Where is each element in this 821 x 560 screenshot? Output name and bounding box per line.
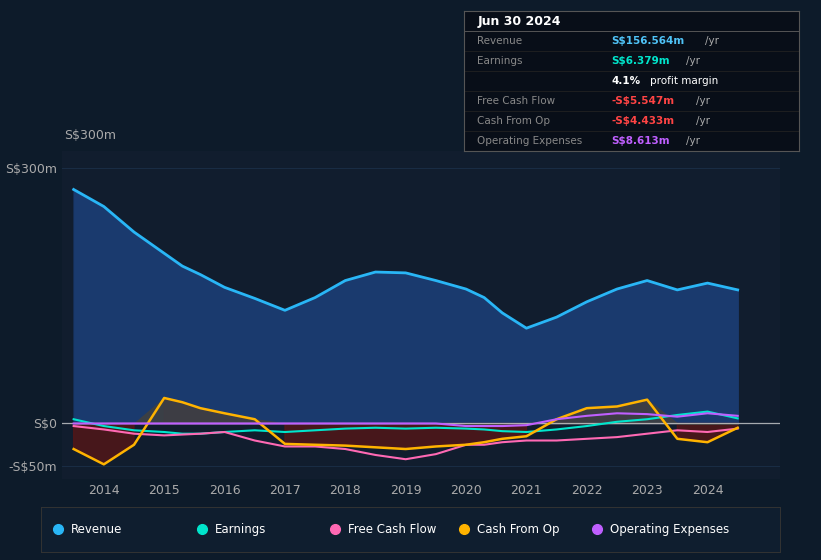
Text: -S$4.433m: -S$4.433m	[612, 116, 674, 126]
Text: /yr: /yr	[695, 116, 709, 126]
Text: /yr: /yr	[686, 136, 700, 146]
Text: Free Cash Flow: Free Cash Flow	[348, 522, 436, 536]
Text: Operating Expenses: Operating Expenses	[477, 136, 583, 146]
Text: Earnings: Earnings	[477, 56, 523, 66]
Text: 4.1%: 4.1%	[612, 76, 640, 86]
Text: S$300m: S$300m	[64, 129, 116, 142]
Text: /yr: /yr	[705, 36, 719, 46]
Text: -S$5.547m: -S$5.547m	[612, 96, 674, 106]
Text: Revenue: Revenue	[477, 36, 522, 46]
Text: S$8.613m: S$8.613m	[612, 136, 670, 146]
Text: Revenue: Revenue	[71, 522, 122, 536]
Text: /yr: /yr	[695, 96, 709, 106]
Text: Free Cash Flow: Free Cash Flow	[477, 96, 555, 106]
Text: /yr: /yr	[686, 56, 700, 66]
Text: profit margin: profit margin	[649, 76, 718, 86]
Text: Earnings: Earnings	[215, 522, 266, 536]
Text: Operating Expenses: Operating Expenses	[610, 522, 729, 536]
Text: Cash From Op: Cash From Op	[477, 522, 559, 536]
Text: Jun 30 2024: Jun 30 2024	[477, 15, 561, 27]
Text: S$6.379m: S$6.379m	[612, 56, 670, 66]
Text: S$156.564m: S$156.564m	[612, 36, 685, 46]
Text: Cash From Op: Cash From Op	[477, 116, 550, 126]
